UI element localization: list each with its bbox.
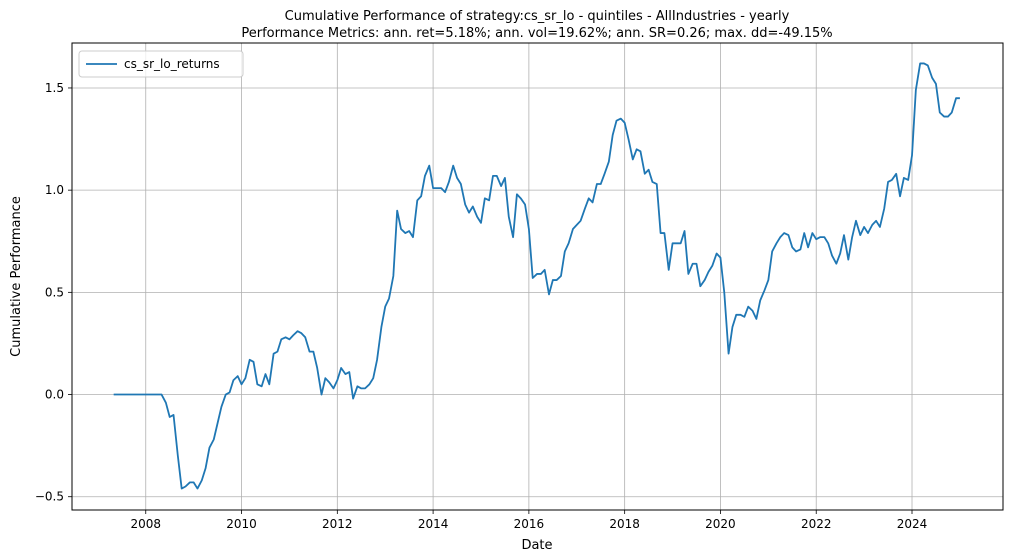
series-group — [113, 62, 960, 490]
x-tick-label: 2014 — [418, 517, 449, 531]
grid-lines — [72, 43, 1003, 510]
x-tick-label: 2018 — [609, 517, 640, 531]
x-tick-label: 2012 — [322, 517, 353, 531]
chart-title-line1: Cumulative Performance of strategy:cs_sr… — [285, 9, 790, 24]
x-axis-label: Date — [521, 538, 552, 553]
y-tick-label: 0.5 — [45, 285, 64, 299]
y-tick-label: 0.0 — [45, 388, 64, 402]
x-tick-label: 2020 — [705, 517, 736, 531]
x-tick-label: 2010 — [226, 517, 257, 531]
x-tick-label: 2016 — [514, 517, 545, 531]
legend: cs_sr_lo_returns — [78, 50, 244, 78]
legend-label: cs_sr_lo_returns — [124, 57, 220, 71]
plot-frame — [71, 42, 1004, 511]
y-tick-label: 1.0 — [45, 183, 64, 197]
x-tick-label: 2024 — [897, 517, 928, 531]
y-tick-label: −0.5 — [35, 490, 64, 504]
chart-title-line2: Performance Metrics: ann. ret=5.18%; ann… — [241, 26, 832, 41]
y-tick-label: 1.5 — [45, 81, 64, 95]
series-line-cs_sr_lo_returns — [113, 62, 960, 490]
legend-box — [78, 50, 244, 78]
x-axis-ticks: 2008 2010 2012 2014 2016 2018 2020 2022 2024 — [130, 510, 927, 531]
x-tick-label: 2008 — [130, 517, 161, 531]
y-axis-ticks: −0.5 0.0 0.5 1.0 1.5 — [35, 81, 72, 504]
x-tick-label: 2022 — [801, 517, 832, 531]
y-axis-label: Cumulative Performance — [9, 196, 24, 357]
